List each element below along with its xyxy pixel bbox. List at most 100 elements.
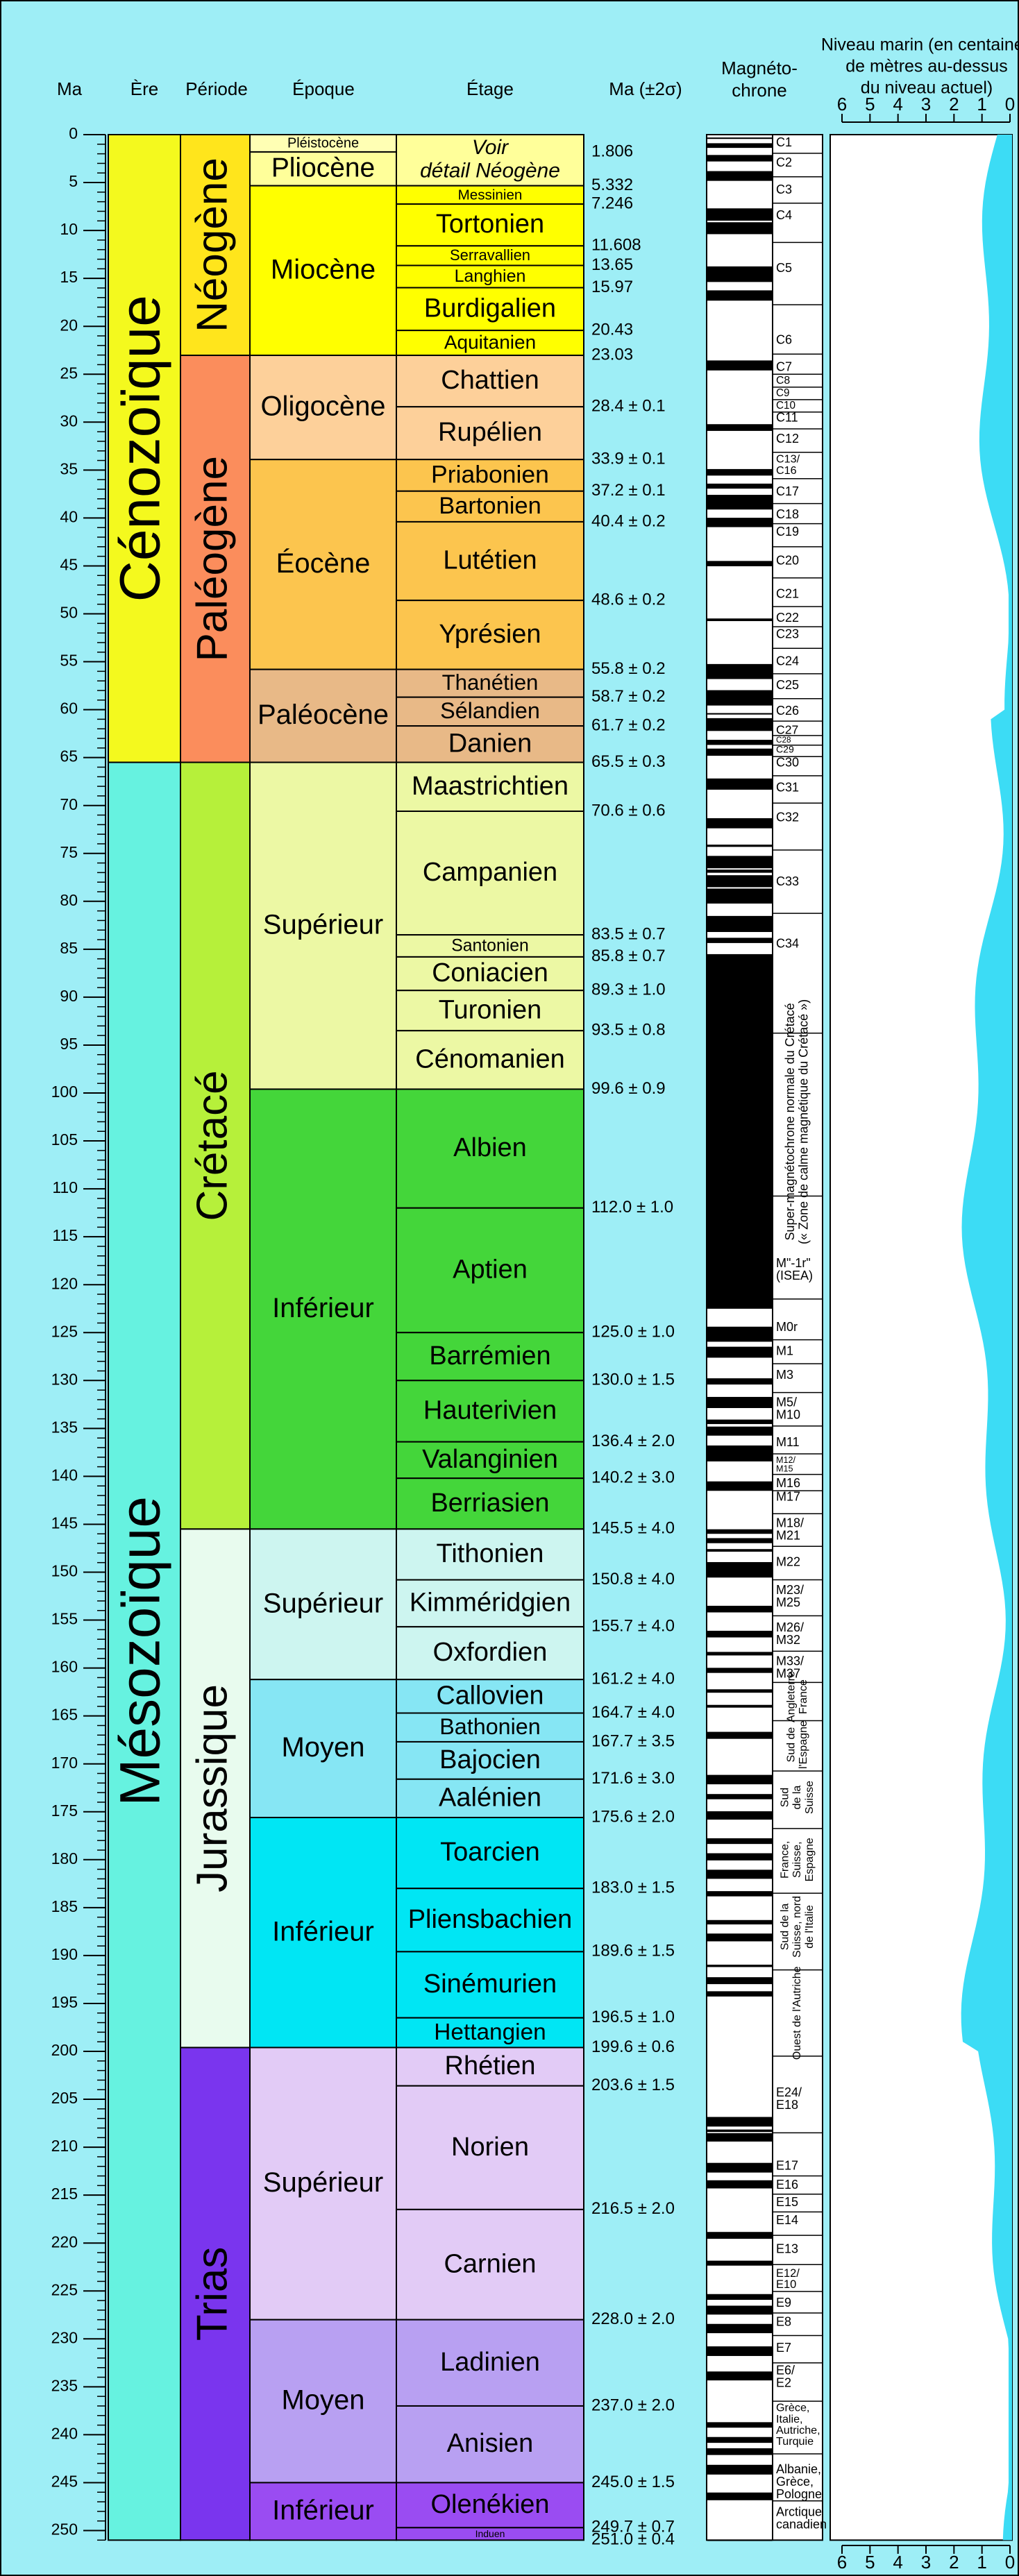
header-period: Période <box>185 78 248 99</box>
age-label: 28.4 ± 0.1 <box>591 397 666 416</box>
chron-label: M32 <box>776 1633 800 1647</box>
polarity-band <box>707 1870 772 1879</box>
chron-label: C9 <box>776 387 790 399</box>
chron-label: C8 <box>776 375 790 387</box>
chron-label: C21 <box>776 587 799 601</box>
stage-box <box>396 330 584 357</box>
tick-label: 175 <box>51 1802 78 1820</box>
chron-label: Albanie, <box>776 2462 821 2476</box>
tick-label: 200 <box>51 2041 78 2059</box>
chron-label: C34 <box>776 937 799 951</box>
polarity-band <box>707 818 772 829</box>
chron-label: C24 <box>776 654 799 668</box>
stage-name: Langhien <box>455 266 526 286</box>
polarity-band <box>707 468 772 476</box>
age-label: 58.7 ± 0.2 <box>591 687 666 706</box>
chron-label: de la <box>791 1786 803 1810</box>
polarity-band <box>707 518 772 527</box>
polarity-band <box>707 740 772 745</box>
age-label: 199.6 ± 0.6 <box>591 2037 675 2056</box>
epoch-name: Supérieur <box>263 1588 383 1618</box>
epoch-name: Moyen <box>281 1732 364 1763</box>
stage-box <box>396 2319 584 2407</box>
stage-name: Bajocien <box>439 1745 541 1774</box>
polarity-band <box>707 155 772 162</box>
tick-label: 110 <box>52 1178 78 1196</box>
stage-name: Danien <box>448 729 532 758</box>
chron-label: Arctique <box>776 2505 822 2519</box>
stage-name: Carnien <box>444 2249 536 2278</box>
period-box <box>180 2047 251 2541</box>
period-box <box>180 761 251 1530</box>
stage-box <box>396 1888 584 1953</box>
polarity-band <box>707 690 772 706</box>
stage-name: Hettangien <box>434 2019 546 2045</box>
tick-label: 215 <box>51 2185 78 2203</box>
era-box <box>108 134 181 763</box>
age-label: 183.0 ± 1.5 <box>591 1879 675 1897</box>
sea-level-curve <box>961 135 1012 2541</box>
stage-box <box>396 600 584 670</box>
polarity-band <box>707 1529 772 1534</box>
chron-label: M3 <box>776 1368 793 1382</box>
header-age: Ma (±2σ) <box>609 78 682 99</box>
stage-name: détail Néogène <box>420 159 560 182</box>
sea-tick-label: 1 <box>977 94 986 115</box>
tick-label: 130 <box>51 1370 78 1388</box>
stage-name: Yprésien <box>439 620 541 649</box>
polarity-band <box>707 875 772 888</box>
sea-tick-label: 3 <box>921 2552 931 2573</box>
chron-label: C26 <box>776 704 799 718</box>
polarity-band <box>707 137 772 139</box>
epoch-box <box>249 185 397 357</box>
age-label: 112.0 ± 1.0 <box>591 1198 673 1217</box>
tick-label: 90 <box>60 987 78 1005</box>
chron-label: M1 <box>776 1344 793 1358</box>
stage-box <box>396 185 584 205</box>
stage-name: Albien <box>453 1133 527 1162</box>
polarity-band <box>707 2260 772 2266</box>
tick-label: 155 <box>51 1610 78 1628</box>
stage-name: Sinémurien <box>423 1969 557 1999</box>
age-label: 23.03 <box>591 345 633 364</box>
age-label: 99.6 ± 0.9 <box>591 1079 666 1098</box>
stage-name: Campanien <box>423 858 557 887</box>
chron-label: M26/ <box>776 1620 804 1634</box>
polarity-band <box>707 2437 772 2443</box>
sea-tick-label: 3 <box>921 94 931 115</box>
tick-label: 30 <box>60 412 78 430</box>
period-name: Trias <box>188 2247 236 2341</box>
polarity-band <box>707 2129 772 2133</box>
stage-name: Pliensbachien <box>408 1905 573 1934</box>
stage-box <box>396 934 584 958</box>
tick-label: 205 <box>51 2089 78 2107</box>
stage-box <box>396 1030 584 1090</box>
tick-label: 75 <box>60 843 78 861</box>
age-label: 83.5 ± 0.7 <box>591 924 666 943</box>
age-label: 245.0 ± 1.5 <box>591 2473 675 2491</box>
age-label: 150.8 ± 4.0 <box>591 1570 675 1588</box>
polarity-band <box>707 718 772 731</box>
tick-label: 70 <box>60 795 78 813</box>
age-label: 167.7 ± 3.5 <box>591 1731 675 1750</box>
chron-label: E7 <box>776 2341 791 2355</box>
stage-name: Anisien <box>447 2429 534 2458</box>
polarity-band <box>707 143 772 149</box>
stage-name: Coniacien <box>432 958 548 987</box>
sea-tick-label: 5 <box>865 2552 875 2573</box>
chron-label: C10 <box>776 400 795 412</box>
age-label: 130.0 ± 1.5 <box>591 1371 675 1389</box>
chron-label: C16 <box>776 464 797 477</box>
stage-box <box>396 1528 584 1581</box>
chron-label: E13 <box>776 2242 798 2256</box>
chron-label: E24/ <box>776 2085 802 2099</box>
chron-label: Turquie <box>776 2435 814 2448</box>
polarity-band <box>707 1689 772 1693</box>
magneto-label-column <box>772 134 823 2541</box>
chron-label: M15 <box>776 1464 793 1473</box>
era-name: Cénozoïque <box>109 295 172 602</box>
chron-label: E16 <box>776 2178 798 2192</box>
stage-name: Cénomanien <box>415 1044 564 1074</box>
polarity-band <box>707 1794 772 1799</box>
polarity-band <box>707 856 772 869</box>
